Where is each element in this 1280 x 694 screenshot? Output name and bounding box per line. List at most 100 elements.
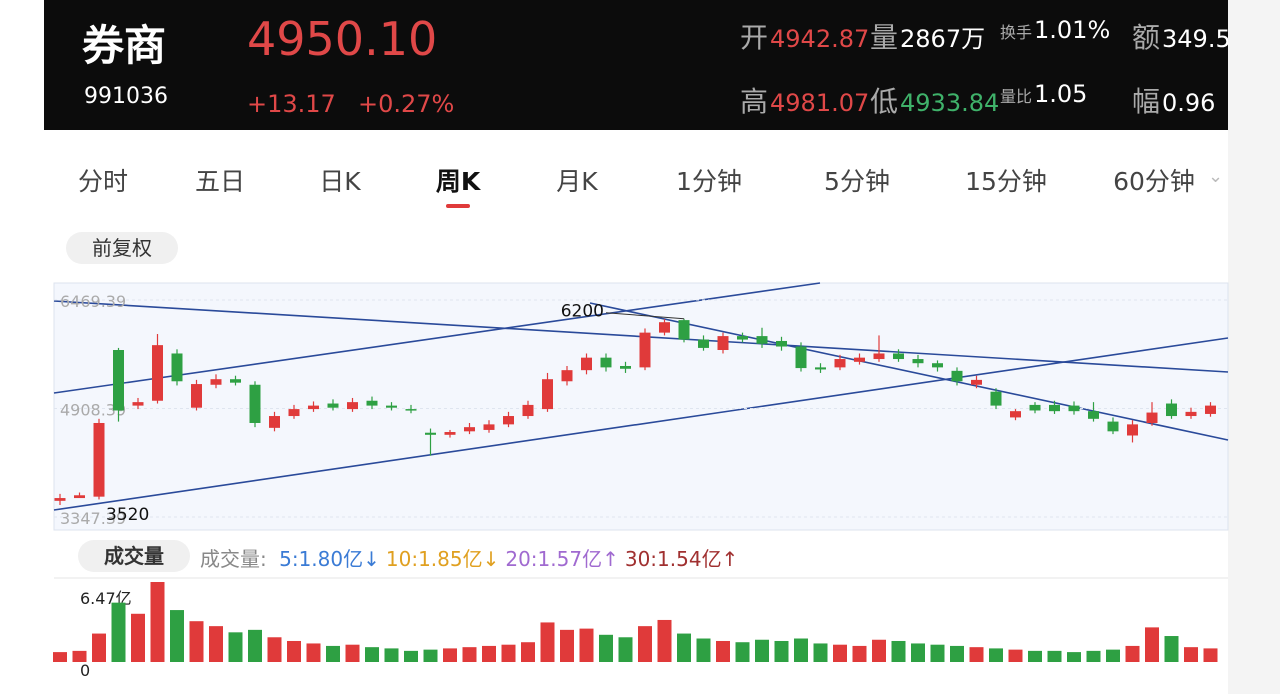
volume-bar bbox=[911, 643, 925, 662]
volume-bar bbox=[989, 648, 1003, 662]
volume-bar bbox=[1203, 648, 1218, 662]
trend-line bbox=[53, 337, 1229, 511]
stat-label: 幅 bbox=[1132, 85, 1161, 118]
candle-body bbox=[191, 384, 202, 408]
stat: 开4942.87 bbox=[740, 16, 869, 56]
volume-bar bbox=[482, 645, 496, 662]
trend-line bbox=[589, 302, 1229, 441]
volume-bar bbox=[579, 628, 594, 662]
candle-body bbox=[1068, 405, 1080, 412]
header: 券商 991036 4950.10 +13.17 +0.27% 开4942.87… bbox=[44, 0, 1228, 130]
candle-body bbox=[54, 498, 66, 501]
volume-legend-item: 5:1.80亿↓ bbox=[279, 547, 380, 571]
candle-body bbox=[776, 340, 787, 347]
candle-body bbox=[1049, 404, 1060, 412]
volume-bar bbox=[1028, 650, 1042, 662]
volume-bar bbox=[170, 610, 184, 662]
volume-bar bbox=[891, 640, 906, 662]
candle-body bbox=[464, 427, 475, 432]
y-tick-label: 4908.39 bbox=[60, 401, 126, 420]
stat-label: 量 bbox=[870, 21, 899, 54]
tab[interactable]: 1分钟 bbox=[676, 167, 742, 196]
candle-body bbox=[951, 370, 963, 382]
volume-bar bbox=[1125, 645, 1140, 662]
volume-bar bbox=[677, 633, 691, 662]
candle-body bbox=[503, 416, 514, 425]
candle-body bbox=[1107, 421, 1119, 432]
volume-bar bbox=[501, 644, 516, 662]
stat: 低4933.84 bbox=[870, 80, 999, 120]
volume-bar bbox=[696, 638, 711, 662]
volume-bar bbox=[189, 621, 204, 662]
tab[interactable]: 15分钟 bbox=[965, 167, 1047, 196]
volume-bar bbox=[423, 649, 438, 662]
candle-body bbox=[1127, 424, 1138, 436]
candle-body bbox=[1088, 411, 1099, 419]
stat-value: 1.01% bbox=[1034, 16, 1111, 44]
volume-bar bbox=[345, 644, 360, 662]
candle-body bbox=[873, 353, 885, 360]
tab-more[interactable]: ⌄ bbox=[1208, 166, 1224, 187]
volume-bar bbox=[1047, 650, 1062, 662]
volume-bar bbox=[969, 647, 984, 662]
stat-label: 高 bbox=[740, 85, 769, 118]
candle-body bbox=[990, 391, 1002, 406]
volume-bar bbox=[813, 643, 828, 662]
max-annotation: 6200 bbox=[561, 302, 604, 322]
volume-button[interactable]: 成交量 bbox=[78, 540, 190, 572]
candle-body bbox=[249, 384, 261, 423]
candle-body bbox=[230, 379, 241, 383]
adjust-button[interactable]: 前复权 bbox=[66, 232, 178, 264]
candle-body bbox=[1029, 404, 1041, 411]
candle-body bbox=[542, 379, 553, 410]
candle-body bbox=[1166, 403, 1177, 417]
volume-bar bbox=[1086, 650, 1101, 662]
candle-body bbox=[308, 405, 319, 410]
stat: 换手1.01% bbox=[1000, 16, 1110, 44]
tab[interactable]: 五日 bbox=[194, 167, 245, 196]
candle-body bbox=[1146, 412, 1158, 423]
volume-bar bbox=[735, 642, 750, 662]
volume-bar bbox=[72, 650, 87, 662]
stat: 量比1.05 bbox=[1000, 80, 1087, 108]
tab[interactable]: 周K bbox=[435, 167, 481, 196]
tab[interactable]: 日K bbox=[319, 167, 361, 196]
candle-body bbox=[932, 363, 943, 368]
volume-bar bbox=[384, 648, 399, 662]
volume-bar bbox=[365, 647, 379, 662]
tab[interactable]: 月K bbox=[556, 167, 598, 196]
stat-label: 额 bbox=[1132, 21, 1161, 54]
tab[interactable]: 60分钟 bbox=[1113, 167, 1195, 196]
volume-bar bbox=[657, 619, 672, 662]
tab[interactable]: 5分钟 bbox=[824, 167, 890, 196]
stat: 高4981.07 bbox=[740, 80, 869, 120]
candle-body bbox=[854, 357, 865, 362]
volume-legend: 成交量: 5:1.80亿↓ 10:1.85亿↓ 20:1.57亿↑ 30:1.54亿↑ bbox=[200, 543, 738, 572]
candle-body bbox=[425, 432, 436, 435]
volume-bar bbox=[248, 629, 262, 662]
volume-bar bbox=[404, 650, 418, 662]
volume-bar bbox=[306, 643, 321, 662]
y-tick-label: 3347.39 bbox=[60, 509, 126, 528]
candle-body bbox=[971, 379, 982, 385]
candle-body bbox=[893, 353, 904, 360]
candle-body bbox=[386, 405, 397, 408]
candle-body bbox=[210, 379, 222, 385]
volume-bar bbox=[833, 644, 847, 662]
min-annotation: 3520 bbox=[106, 505, 149, 525]
candle-body bbox=[1185, 411, 1197, 417]
tab[interactable]: 分时 bbox=[77, 167, 128, 196]
candle-body bbox=[678, 320, 690, 340]
volume-bar bbox=[1164, 636, 1179, 662]
volume-bar bbox=[267, 637, 282, 662]
volume-bar bbox=[209, 626, 223, 662]
candle-body bbox=[132, 402, 144, 406]
candle-body bbox=[795, 346, 807, 369]
candle-body bbox=[1010, 411, 1021, 418]
volume-bar bbox=[852, 645, 867, 662]
volume-bar bbox=[755, 639, 769, 662]
candle-body bbox=[152, 345, 163, 401]
stock-name: 券商 bbox=[82, 21, 167, 70]
y-tick-label: 6469.39 bbox=[60, 292, 126, 311]
